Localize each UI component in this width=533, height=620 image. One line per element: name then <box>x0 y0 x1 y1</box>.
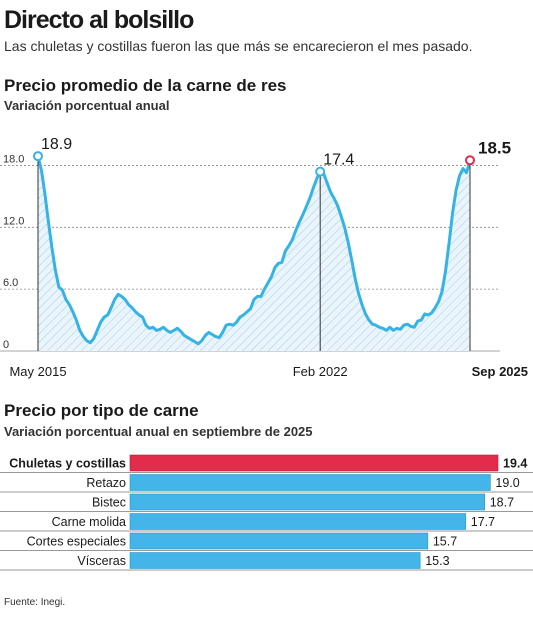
x-tick-label: Feb 2022 <box>293 364 348 379</box>
annotation-point <box>465 155 475 166</box>
y-tick-label: 18.0 <box>3 153 24 165</box>
category-label: Chuletas y costillas <box>9 457 126 471</box>
annotation-point <box>315 166 326 177</box>
value-label: 17.7 <box>471 515 495 529</box>
bar <box>129 493 486 511</box>
area-fill <box>38 156 470 351</box>
category-label: Cortes especiales <box>27 535 126 549</box>
bar <box>129 532 429 550</box>
category-label: Vísceras <box>77 554 126 568</box>
bar <box>129 454 499 472</box>
y-tick-label: 6.0 <box>3 277 18 289</box>
line-chart-subtitle: Variación porcentual anual <box>4 98 170 113</box>
page-subtitle: Las chuletas y costillas fueron las que … <box>4 38 473 54</box>
annotation-label: 18.9 <box>41 136 72 153</box>
bar-chart-title: Precio por tipo de carne <box>4 401 199 420</box>
category-label: Retazo <box>86 476 126 490</box>
bar <box>129 552 421 569</box>
y-tick-label: 0 <box>3 339 9 351</box>
value-label: 15.3 <box>425 554 449 568</box>
value-label: 15.7 <box>433 535 457 549</box>
line-chart-title: Precio promedio de la carne de res <box>4 76 287 95</box>
bar-chart: Chuletas y costillas 19.4 Retazo 19.0 Bistec… <box>0 454 533 571</box>
category-label: Bistec <box>92 496 126 510</box>
category-label: Carne molida <box>52 515 126 529</box>
page-title: Directo al bolsillo <box>4 6 194 34</box>
bar <box>129 513 467 530</box>
bar <box>129 474 491 491</box>
x-tick-label: Sep 2025 <box>472 364 528 379</box>
value-label: 18.7 <box>490 496 514 510</box>
annotation-label: 18.5 <box>478 138 511 157</box>
source-note: Fuente: Inegi. <box>4 597 66 608</box>
x-tick-label: May 2015 <box>9 364 66 379</box>
y-tick-label: 12.0 <box>3 215 24 227</box>
value-label: 19.4 <box>503 457 527 471</box>
annotation-point <box>33 151 43 162</box>
line-chart: 0 6.0 12.0 18.0 18.9 17.4 18.5 May 2015 Feb 20… <box>0 136 528 379</box>
value-label: 19.0 <box>495 476 519 490</box>
bar-chart-subtitle: Variación porcentual anual en septiembre… <box>4 424 313 439</box>
annotation-label: 17.4 <box>323 152 354 169</box>
series-line <box>36 155 472 346</box>
